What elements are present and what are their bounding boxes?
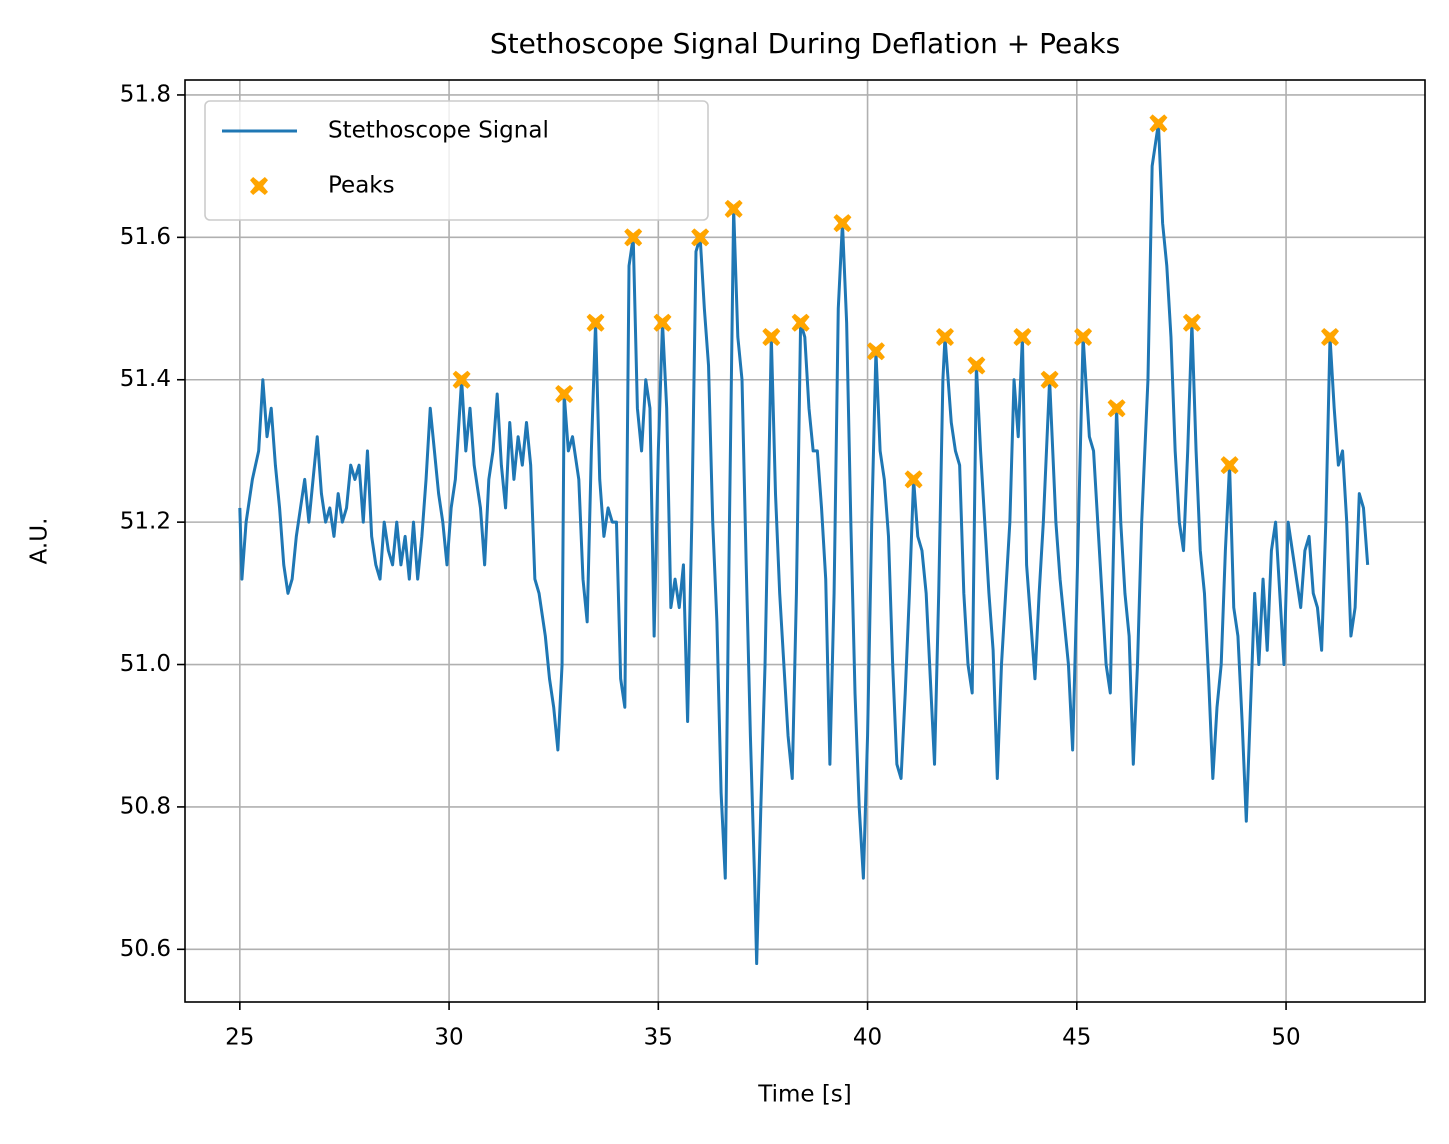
peak-marker — [762, 328, 781, 347]
peak-marker — [653, 313, 672, 332]
y-tick-label: 51.2 — [120, 509, 171, 535]
x-tick-label: 35 — [644, 1025, 673, 1051]
peak-marker — [833, 214, 852, 233]
plot-frame — [184, 79, 1426, 1003]
peak-marker — [791, 313, 810, 332]
peak-marker — [586, 313, 605, 332]
x-tick-label: 50 — [1271, 1025, 1300, 1051]
y-tick-label: 51.6 — [120, 224, 171, 250]
legend-box — [204, 100, 709, 221]
y-tick-label: 51.8 — [120, 81, 171, 107]
y-tick-label: 51.4 — [120, 366, 171, 392]
peak-marker — [967, 356, 986, 375]
peak-marker — [624, 228, 643, 247]
y-axis-label: A.U. — [27, 518, 53, 565]
peak-marker — [1013, 328, 1032, 347]
peak-marker — [555, 384, 574, 403]
peak-marker — [1040, 370, 1059, 389]
peak-marker — [1220, 456, 1239, 475]
signal-line — [238, 121, 1370, 966]
peak-marker — [724, 199, 743, 218]
peak-marker — [1074, 328, 1093, 347]
x-axis-label: Time [s] — [757, 1082, 852, 1108]
y-tick-label: 50.6 — [120, 936, 171, 962]
peak-marker — [452, 370, 471, 389]
peak-marker — [1321, 328, 1340, 347]
peak-marker — [935, 328, 954, 347]
y-tick-label: 51.0 — [120, 651, 171, 677]
legend-label: Peaks — [328, 173, 395, 199]
peak-marker — [691, 228, 710, 247]
peak-marker — [1149, 114, 1168, 133]
x-tick-label: 45 — [1062, 1025, 1091, 1051]
chart-title: Stethoscope Signal During Deflation + Pe… — [490, 27, 1120, 60]
legend-marker — [250, 177, 268, 195]
peak-marker — [866, 342, 885, 361]
x-tick-label: 40 — [853, 1025, 882, 1051]
x-tick-label: 25 — [225, 1025, 254, 1051]
x-tick-label: 30 — [434, 1025, 463, 1051]
y-tick-label: 50.8 — [120, 793, 171, 819]
peak-marker — [1182, 313, 1201, 332]
peak-marker — [1107, 399, 1126, 418]
legend-label: Stethoscope Signal — [328, 118, 549, 144]
peak-marker — [904, 470, 923, 489]
